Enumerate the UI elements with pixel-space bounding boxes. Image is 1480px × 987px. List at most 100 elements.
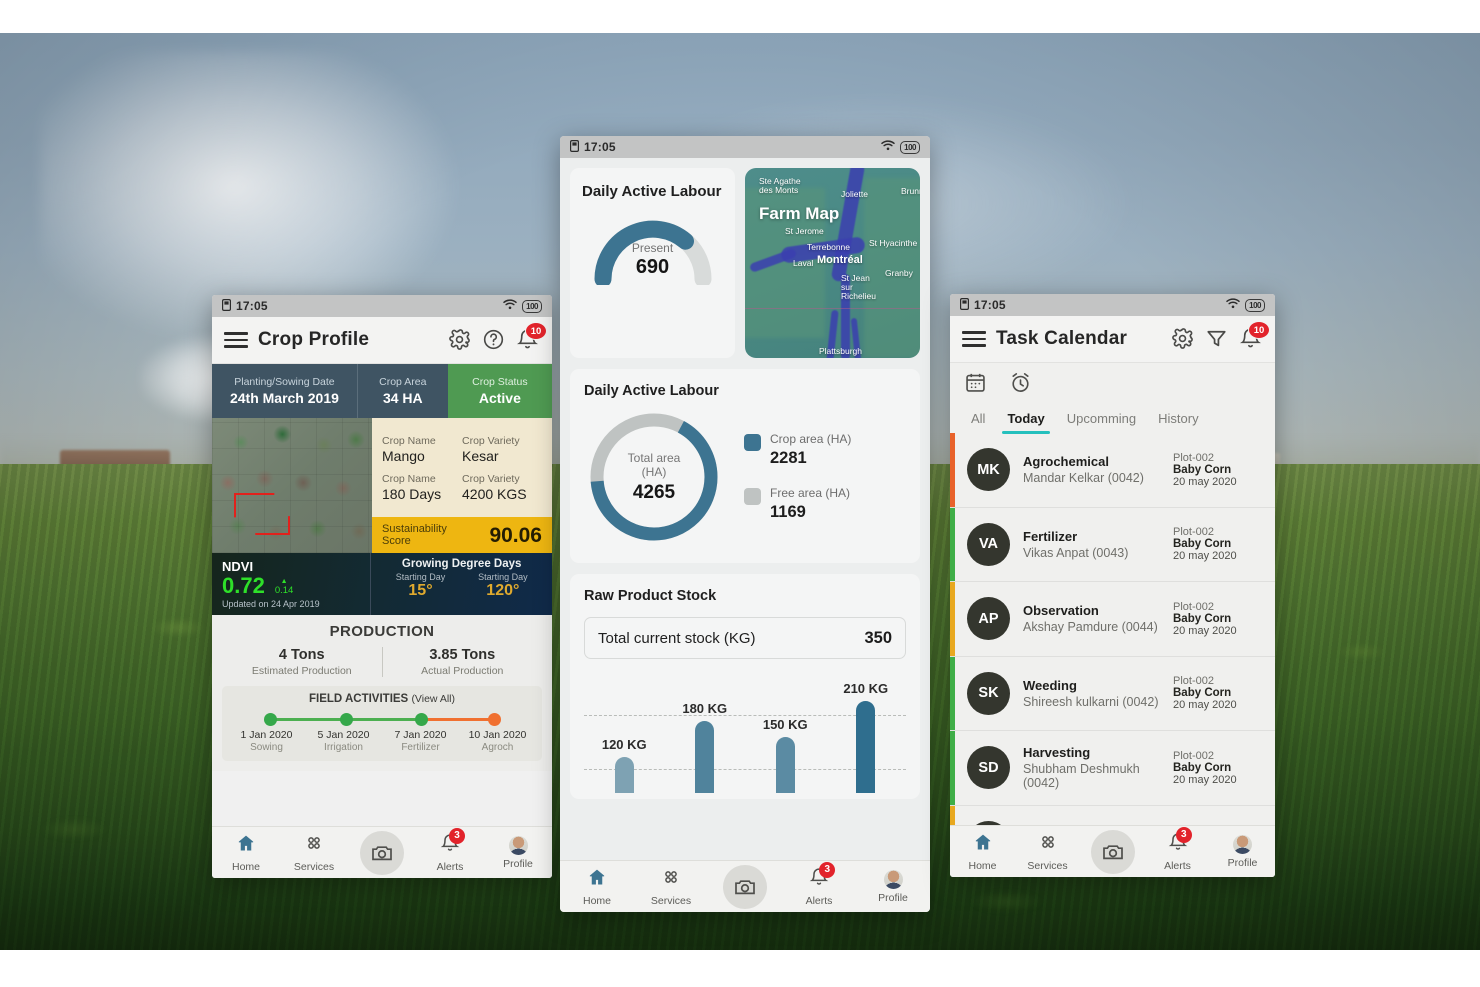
nav-home[interactable]: Home xyxy=(212,833,280,873)
timeline-dot[interactable] xyxy=(488,713,501,726)
task-tabs: All Today Upcomming History xyxy=(950,401,1275,434)
task-list[interactable]: MK Agrochemical Mandar Kelkar (0042) Plo… xyxy=(950,433,1275,825)
nav-home[interactable]: Home xyxy=(950,832,1015,872)
nav-alerts[interactable]: 3 Alerts xyxy=(1145,826,1210,872)
field-activities-card: FIELD ACTIVITIES (View All) 1 Jan 2020 S… xyxy=(222,686,542,761)
priority-stripe xyxy=(950,582,955,656)
nav-camera[interactable] xyxy=(1080,829,1145,874)
map-place-label: Ste Agathe des Monts xyxy=(759,176,801,195)
calendar-icon[interactable] xyxy=(964,371,987,399)
bell-badge: 10 xyxy=(1248,321,1270,339)
table-row[interactable]: VA Fertilizer Vikas Anpat (0043) Plot-00… xyxy=(950,507,1275,582)
gear-icon[interactable] xyxy=(448,328,472,352)
table-row[interactable]: SD Harvesting Shubham Deshmukh (0042) Pl… xyxy=(950,731,1275,806)
phone-dashboard: 17:05 100 Daily Active Labour xyxy=(560,136,930,912)
status-bar: 17:05 100 xyxy=(560,136,930,158)
timeline-dot[interactable] xyxy=(339,713,353,726)
timeline-dot[interactable] xyxy=(264,713,277,726)
app-bar: Crop Profile 10 xyxy=(212,317,552,364)
priority-stripe xyxy=(950,805,955,825)
battery-level: 100 xyxy=(900,140,920,154)
map-place-label: Granby xyxy=(885,268,913,278)
bar-column: 210 KG xyxy=(826,673,907,793)
view-all-link[interactable]: (View All) xyxy=(411,693,456,705)
sim-icon xyxy=(222,298,232,314)
status-bar: 17:05 100 xyxy=(950,294,1275,316)
nav-services[interactable]: Services xyxy=(634,867,708,907)
area-legend: Crop area (HA) 2281 Free area (HA) 1169 xyxy=(744,432,851,522)
nav-camera[interactable] xyxy=(348,830,416,875)
question-circle-icon[interactable] xyxy=(482,328,506,352)
tab-upcomming[interactable]: Upcomming xyxy=(1066,411,1137,426)
page-title: Crop Profile xyxy=(258,329,370,350)
filter-funnel-icon[interactable] xyxy=(1205,327,1229,351)
activity-item: 1 Jan 2020 Sowing xyxy=(240,729,293,753)
avatar-icon xyxy=(508,835,528,855)
nav-home[interactable]: Home xyxy=(560,867,634,907)
raw-product-stock-card: Raw Product Stock Total current stock (K… xyxy=(570,574,920,799)
nav-profile[interactable]: Profile xyxy=(856,869,930,904)
avatar: AP xyxy=(967,597,1010,641)
ndvi-value: 0.72 xyxy=(222,573,265,598)
task-title: Harvesting xyxy=(1023,745,1091,761)
hamburger-menu-icon[interactable] xyxy=(224,332,248,348)
ndvi-updated: Updated on 24 Apr 2019 xyxy=(222,599,320,609)
bottom-navigation: Home Services 3 Alerts xyxy=(950,825,1275,877)
priority-stripe xyxy=(950,507,955,581)
phone-task-calendar: 17:05 100 Task Calendar 10 xyxy=(950,294,1275,877)
nav-profile[interactable]: Profile xyxy=(484,835,552,870)
hamburger-menu-icon[interactable] xyxy=(962,331,986,347)
bar-column: 180 KG xyxy=(665,673,746,793)
table-row[interactable]: MK Agrochemical Mandar Kelkar (0042) Plo… xyxy=(950,433,1275,508)
map-place-label: Montréal xyxy=(817,254,863,266)
wifi-icon xyxy=(1226,298,1240,312)
gear-icon[interactable] xyxy=(1171,327,1195,351)
nav-services[interactable]: Services xyxy=(280,833,348,873)
task-assignee: Shubham Deshmukh (0042) xyxy=(1023,762,1140,791)
map-place-label: St Jean sur Richelieu xyxy=(841,273,876,301)
table-row[interactable]: Agrochemical Plot-002 xyxy=(950,805,1275,825)
summary-crop-area: Crop Area 34 HA xyxy=(358,364,448,418)
nav-alerts[interactable]: 3 Alerts xyxy=(782,861,856,907)
legend-item-crop-area: Crop area (HA) 2281 xyxy=(744,432,851,468)
total-stock-row: Total current stock (KG) 350 xyxy=(584,617,906,659)
nav-profile[interactable]: Profile xyxy=(1210,834,1275,869)
task-assignee: Mandar Kelkar (0042) xyxy=(1023,471,1144,486)
tab-today[interactable]: Today xyxy=(996,405,1055,434)
nav-camera[interactable] xyxy=(708,864,782,909)
table-row[interactable]: AP Observation Akshay Pamdure (0044) Plo… xyxy=(950,582,1275,657)
task-date: 20 may 2020 xyxy=(1173,475,1237,488)
timeline-dot[interactable] xyxy=(415,713,429,726)
task-date: 20 may 2020 xyxy=(1173,624,1237,637)
tab-all[interactable]: All xyxy=(971,411,986,426)
nav-services[interactable]: Services xyxy=(1015,832,1080,872)
gauge-card-title: Daily Active Labour xyxy=(582,183,722,200)
tab-history[interactable]: History xyxy=(1158,411,1199,426)
task-title: Observation xyxy=(1023,603,1099,619)
farm-map-card[interactable]: Farm Map Ste Agathe des Monts Joliette S… xyxy=(745,168,920,358)
summary-label: Crop Area xyxy=(379,376,427,388)
task-date: 20 may 2020 xyxy=(1173,550,1237,563)
satellite-field-map[interactable] xyxy=(212,418,372,553)
bell-icon[interactable]: 10 xyxy=(1239,321,1270,351)
bell-icon[interactable]: 10 xyxy=(516,322,547,352)
grid-dots-icon xyxy=(1038,832,1058,857)
avatar-icon xyxy=(1233,834,1252,854)
avatar: SK xyxy=(967,671,1010,715)
phone-crop-profile: 17:05 100 Crop Profile 10 xyxy=(212,295,552,878)
gdd-title: Growing Degree Days xyxy=(401,558,522,570)
bar-column: 120 KG xyxy=(584,673,665,793)
table-row[interactable]: SK Weeding Shireesh kulkarni (0042) Plot… xyxy=(950,656,1275,731)
gauge-chart: Present 690 xyxy=(582,211,723,285)
alarm-clock-icon[interactable] xyxy=(1009,371,1032,399)
task-plot: Plot-002 xyxy=(1173,451,1214,464)
task-date: 20 may 2020 xyxy=(1173,773,1237,786)
nav-alerts[interactable]: 3 Alerts xyxy=(416,827,484,873)
avatar: SD xyxy=(967,746,1010,790)
crop-summary-strip: Planting/Sowing Date 24th March 2019 Cro… xyxy=(212,364,552,418)
map-place-label: St Jerome xyxy=(785,226,824,236)
alerts-badge: 3 xyxy=(819,861,836,878)
task-title: Fertilizer xyxy=(1023,528,1078,544)
gauge-value: 690 xyxy=(635,256,670,278)
